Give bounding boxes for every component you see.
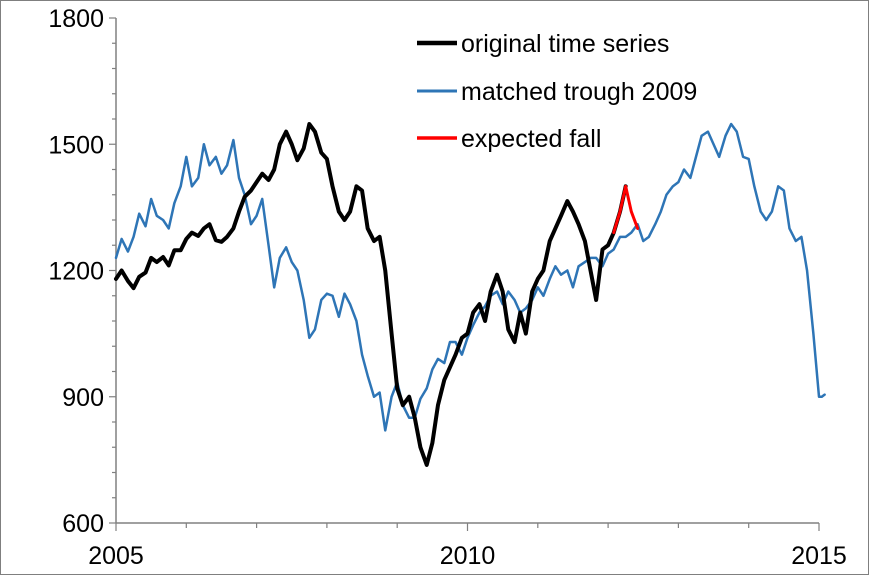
- axes: 600 900 1200 1500 1800 2005 2010 2015: [48, 5, 846, 570]
- legend: original time series matched trough 2009 e…: [417, 30, 697, 153]
- plot-series: [114, 122, 826, 467]
- x-tick-label: 2015: [791, 542, 847, 570]
- y-tick-label: 1800: [48, 5, 104, 33]
- y-tick-label: 1500: [48, 131, 104, 159]
- y-tick-label: 600: [62, 510, 104, 538]
- series-line-original-time-series: [114, 122, 628, 467]
- series-line-matched-trough-2009: [114, 122, 826, 432]
- legend-label-expected-fall: expected fall: [461, 125, 601, 153]
- y-tick-label: 900: [62, 384, 104, 412]
- series-line-expected-fall: [612, 184, 640, 235]
- legend-label-matched-trough-2009: matched trough 2009: [461, 78, 697, 106]
- legend-label-original-time-series: original time series: [461, 30, 669, 58]
- x-tick-label: 2005: [88, 542, 144, 570]
- x-tick-label: 2010: [440, 542, 496, 570]
- y-tick-label: 1200: [48, 258, 104, 286]
